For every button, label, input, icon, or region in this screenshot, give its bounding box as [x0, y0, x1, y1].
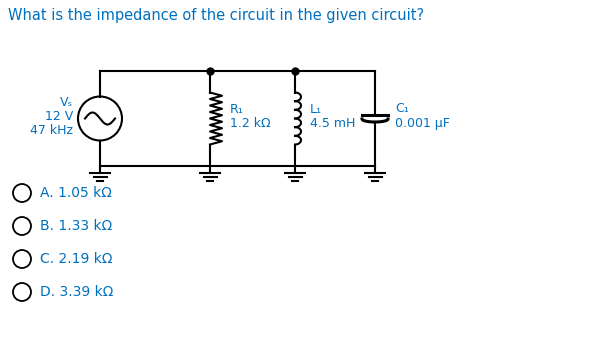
Text: 4.5 mH: 4.5 mH	[310, 117, 355, 130]
Text: Vₛ: Vₛ	[60, 96, 73, 109]
Text: R₁: R₁	[230, 103, 244, 116]
Text: B. 1.33 kΩ: B. 1.33 kΩ	[40, 219, 112, 233]
Text: 1.2 kΩ: 1.2 kΩ	[230, 117, 271, 130]
Text: 0.001 μF: 0.001 μF	[395, 117, 450, 130]
Text: C. 2.19 kΩ: C. 2.19 kΩ	[40, 252, 113, 266]
Text: 47 kHz: 47 kHz	[30, 124, 73, 137]
Text: A. 1.05 kΩ: A. 1.05 kΩ	[40, 186, 112, 200]
Text: What is the impedance of the circuit in the given circuit?: What is the impedance of the circuit in …	[8, 8, 424, 23]
Text: C₁: C₁	[395, 102, 409, 115]
Text: D. 3.39 kΩ: D. 3.39 kΩ	[40, 285, 113, 299]
Text: 12 V: 12 V	[45, 110, 73, 123]
Text: L₁: L₁	[310, 103, 322, 116]
